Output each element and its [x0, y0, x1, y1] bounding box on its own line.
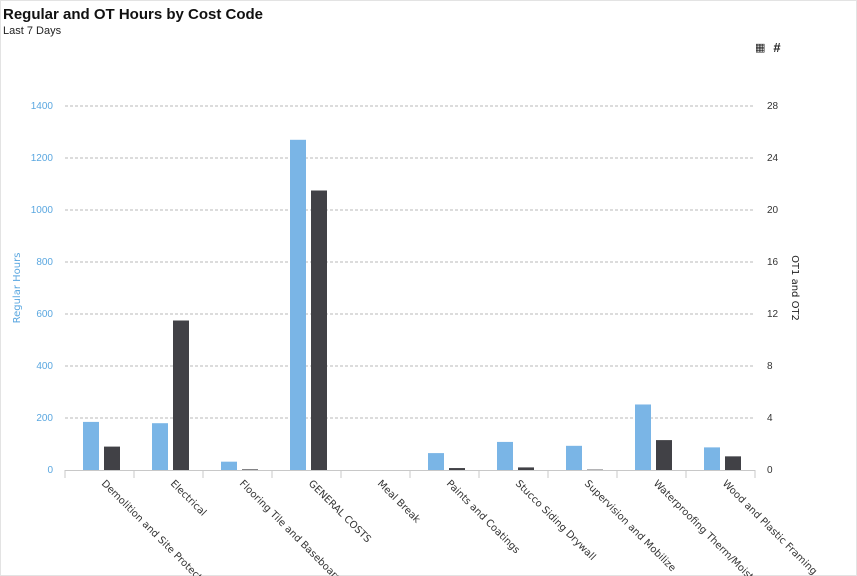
x-category-label: Demolition and Site Protectio	[99, 478, 210, 576]
bar-ot-hours[interactable]	[104, 446, 120, 470]
y2-axis-title: OT1 and OT2	[789, 255, 800, 321]
bar-ot-hours[interactable]	[449, 468, 465, 470]
y-tick-label: 1200	[31, 153, 54, 164]
y2-tick-label: 12	[767, 309, 779, 320]
y-tick-label: 1000	[31, 205, 54, 216]
y-tick-label: 0	[47, 465, 53, 476]
y2-tick-label: 16	[767, 257, 779, 268]
x-category-label: GENERAL COSTS	[306, 478, 373, 545]
chart-toolbar: ▦ #	[755, 40, 781, 56]
table-icon[interactable]: ▦	[755, 42, 766, 54]
bar-regular-hours[interactable]	[497, 441, 513, 470]
bar-ot-hours[interactable]	[173, 320, 189, 471]
bar-regular-hours[interactable]	[152, 423, 168, 470]
y2-tick-label: 4	[767, 413, 773, 424]
y-tick-label: 1400	[31, 101, 54, 112]
bar-ot-hours[interactable]	[311, 190, 327, 471]
y2-tick-label: 0	[767, 465, 773, 476]
x-category-label: Paints and Coatings	[444, 478, 522, 556]
y2-tick-label: 24	[767, 153, 779, 164]
y-tick-label: 800	[36, 257, 53, 268]
x-category-label: Stucco Siding Drywall	[513, 478, 598, 563]
bar-regular-hours[interactable]	[290, 139, 306, 471]
count-toggle-button[interactable]: #	[773, 40, 781, 55]
bar-ot-hours[interactable]	[656, 440, 672, 470]
y-tick-label: 400	[36, 361, 53, 372]
bar-regular-hours[interactable]	[428, 453, 444, 470]
bar-regular-hours[interactable]	[566, 445, 582, 470]
chart-subtitle: Last 7 Days	[3, 25, 62, 37]
x-category-label: Meal Break	[375, 478, 422, 525]
bar-ot-hours[interactable]	[242, 469, 258, 470]
y-tick-label: 200	[36, 413, 53, 424]
y-axis-title: Regular Hours	[12, 253, 23, 324]
chart-title: Regular and OT Hours by Cost Code	[3, 6, 264, 23]
bar-regular-hours[interactable]	[635, 404, 651, 470]
y2-tick-label: 8	[767, 361, 773, 372]
y-tick-label: 600	[36, 309, 53, 320]
x-category-label: Electrical	[168, 478, 208, 518]
bar-regular-hours[interactable]	[221, 461, 237, 470]
y2-tick-label: 28	[767, 101, 779, 112]
bar-regular-hours[interactable]	[704, 447, 720, 470]
bar-ot-hours[interactable]	[725, 456, 741, 470]
bar-regular-hours[interactable]	[83, 421, 99, 470]
bar-ot-hours[interactable]	[518, 467, 534, 470]
y2-tick-label: 20	[767, 205, 779, 216]
